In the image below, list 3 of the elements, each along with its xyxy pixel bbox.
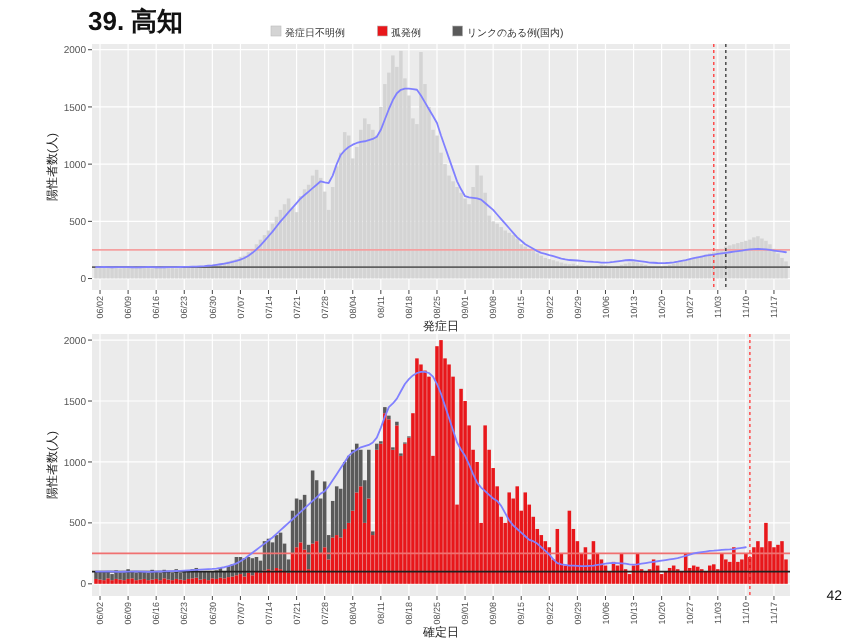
chart-title: 39. 高知 <box>88 6 184 36</box>
line-series <box>95 87 787 269</box>
line-series <box>95 370 747 573</box>
